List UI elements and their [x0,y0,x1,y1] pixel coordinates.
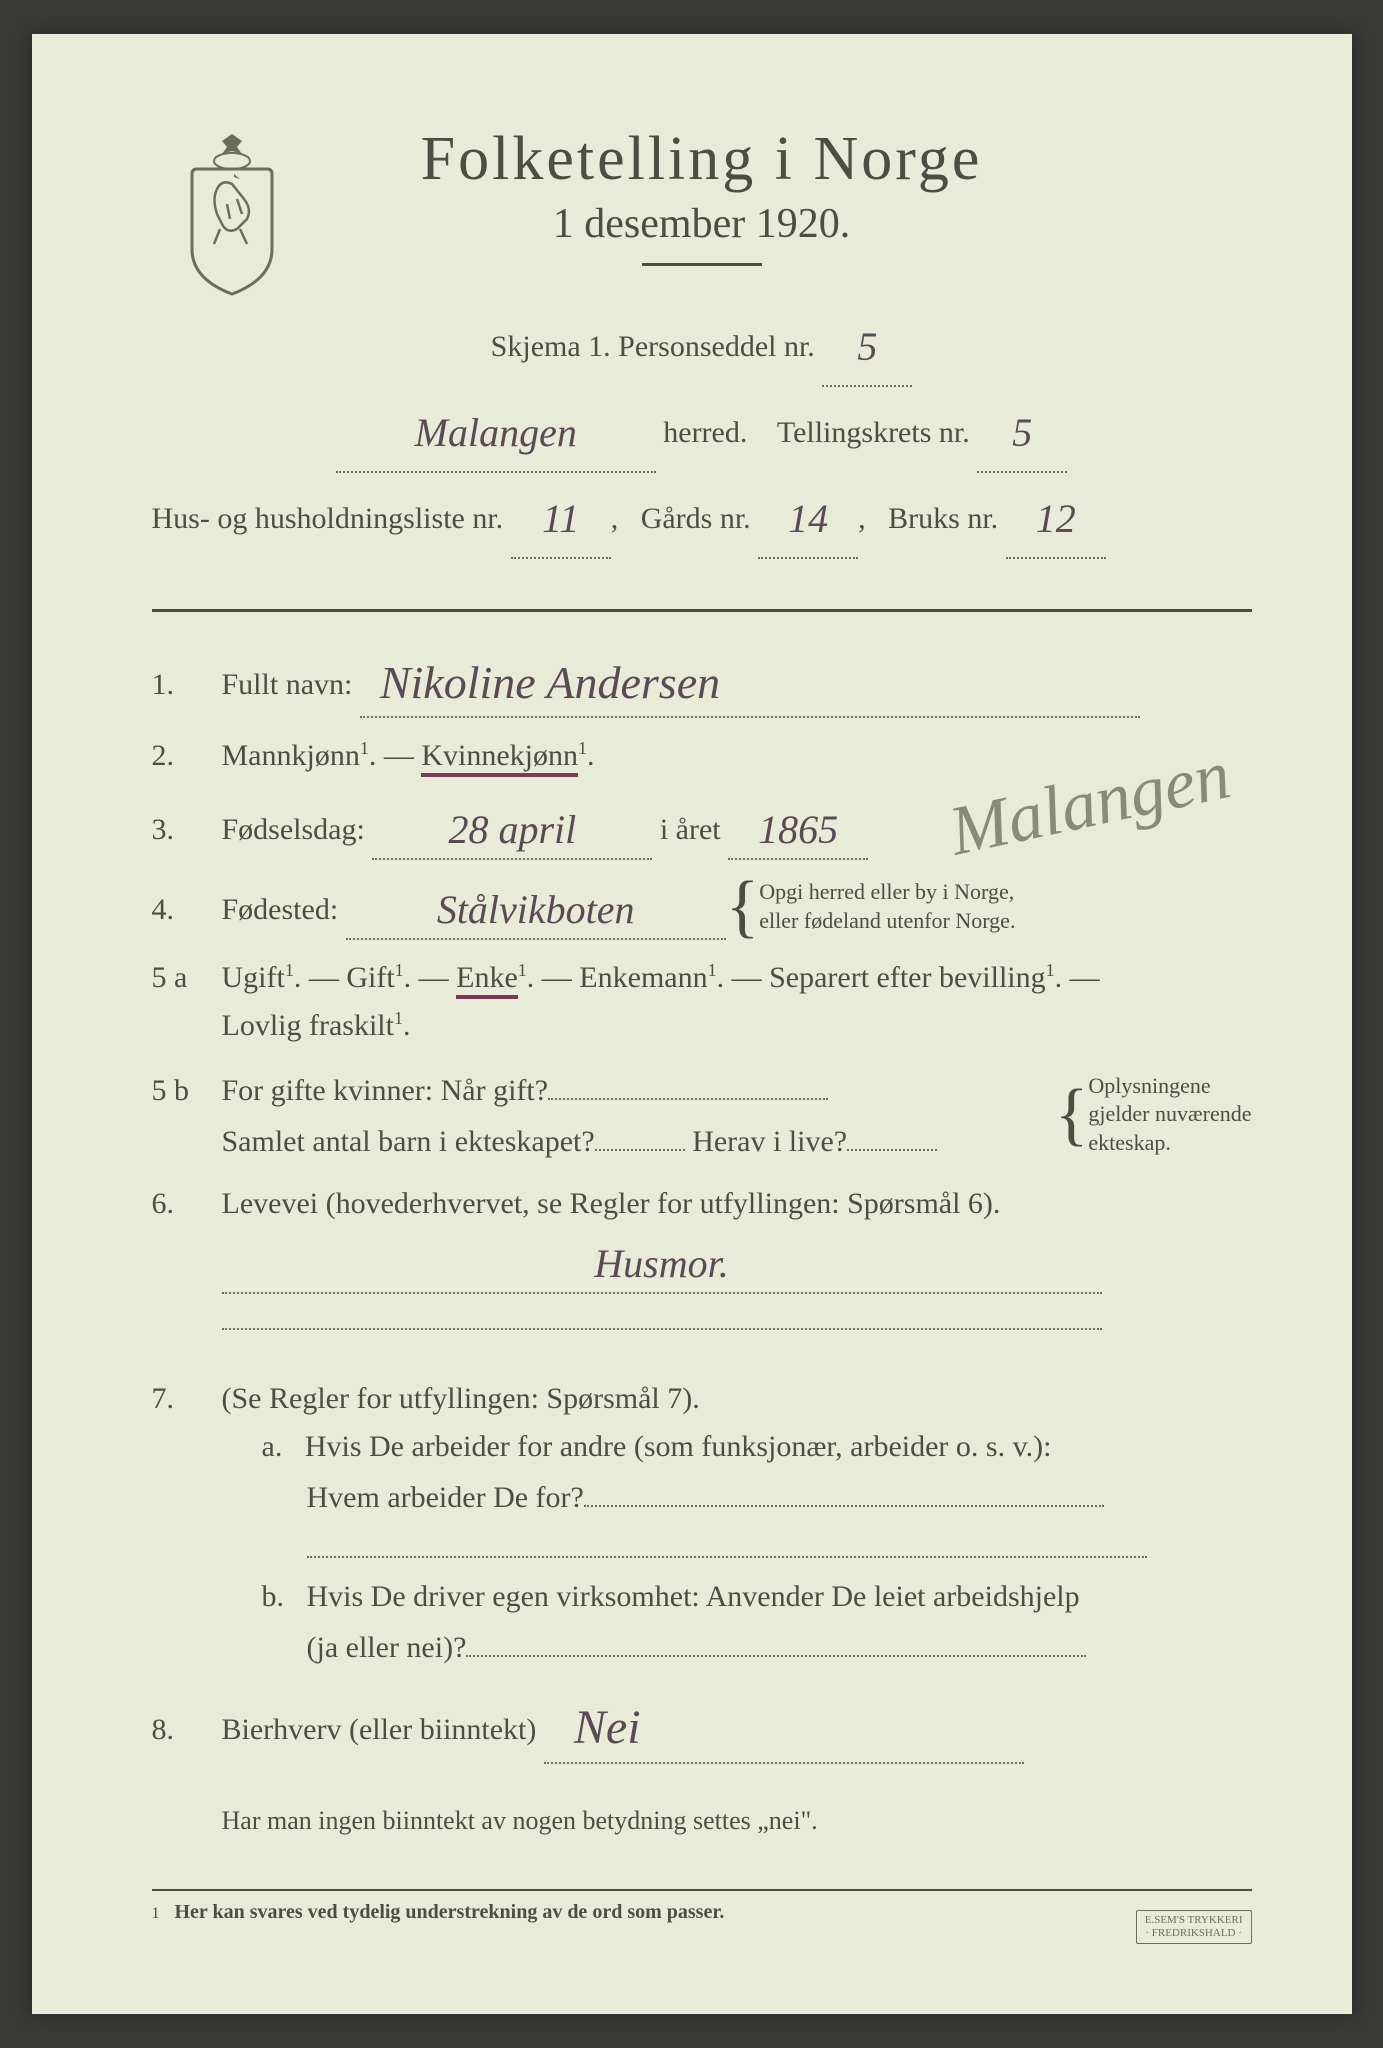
husliste-line: Hus- og husholdningsliste nr. 11, Gårds … [152,473,1252,559]
q3-num: 3. [152,806,222,854]
tellingskrets-label: Tellingskrets nr. [777,416,970,449]
bruks-label: Bruks nr. [888,502,998,535]
date-subtitle: 1 desember 1920. [152,200,1252,248]
question-8: 8. Bierhverv (eller biinntekt) Nei [152,1686,1252,1765]
q7-num: 7. [152,1375,222,1423]
husliste-label: Hus- og husholdningsliste nr. [152,502,504,535]
q2-num: 2. [152,732,222,780]
q8-label: Bierhverv (eller biinntekt) [222,1713,537,1746]
bottom-note: Har man ingen biinntekt av nogen betydni… [222,1794,1252,1849]
q7b-l1: Hvis De driver egen virksomhet: Anvender… [307,1580,1080,1613]
q7b-label: b. [262,1580,285,1613]
q5b-sidenote: Oplysningene gjelder nuværende ekteskap. [1088,1072,1251,1158]
crest-svg [172,129,292,299]
q1-value: Nikoline Andersen [380,657,720,708]
q7a-l2: Hvem arbeider De for? [307,1481,584,1514]
herred-line: Malangen herred. Tellingskrets nr. 5 [152,387,1252,473]
q5b-l2a: Samlet antal barn i ekteskapet? [222,1125,595,1158]
question-5b: 5 b For gifte kvinner: Når gift? Samlet … [152,1064,1252,1166]
herred-label: herred. [663,416,747,449]
brace-icon: { [1055,1097,1089,1132]
q2-kvinne-selected: Kvinnekjønn [421,739,578,777]
q5a-enkemann: Enkemann [579,961,707,994]
q4-label: Fødested: [222,893,339,926]
question-7: 7. (Se Regler for utfyllingen: Spørsmål … [152,1375,1252,1672]
footnote-text: Her kan svares ved tydelig understreknin… [175,1901,725,1923]
footnote-num: 1 [152,1905,160,1922]
q1-label: Fullt navn: [222,668,353,701]
gards-nr: 14 [788,496,828,541]
q5b-num: 5 b [152,1067,222,1115]
question-1: 1. Fullt navn: Nikoline Andersen [152,642,1252,718]
footnote: 1 Her kan svares ved tydelig understrekn… [152,1889,1252,1924]
q5a-enke-selected: Enke [456,961,518,999]
q4-sidenote: Opgi herred eller by i Norge, eller føde… [759,878,1015,935]
q3-year: 1865 [758,807,838,852]
skjema-line: Skjema 1. Personseddel nr. 5 [152,301,1252,387]
herred-value: Malangen [415,410,577,455]
bruks-nr: 12 [1036,496,1076,541]
coat-of-arms [172,129,292,299]
q8-num: 8. [152,1706,222,1754]
brace-icon: { [726,889,760,924]
question-4: 4. Fødested: Stålvikboten { Opgi herred … [152,874,1252,940]
q5b-l2b: Herav i live? [692,1125,847,1158]
q5a-num: 5 a [152,954,222,1002]
q5a-separert: Separert efter bevilling [769,961,1046,994]
q5a-gift: Gift [346,961,394,994]
personseddel-nr: 5 [857,324,877,369]
q2-mann: Mannkjønn [222,739,360,772]
q5a-ugift: Ugift [222,961,285,994]
q8-value: Nei [574,1701,641,1754]
title-rule [642,263,762,266]
q6-num: 6. [152,1180,222,1228]
q7b-l2: (ja eller nei)? [307,1631,467,1664]
q5b-l1: For gifte kvinner: Når gift? [222,1074,549,1107]
header: Folketelling i Norge 1 desember 1920. Sk… [152,124,1252,559]
q5a-fraskilt: Lovlig fraskilt [222,1009,394,1042]
q7a-label: a. [262,1430,283,1463]
q3-mid: i året [660,813,728,846]
q6-label: Levevei (hovederhvervet, se Regler for u… [222,1187,1001,1220]
divider-rule [152,609,1252,612]
q1-num: 1. [152,661,222,709]
q7a-l1: Hvis De arbeider for andre (som funksjon… [305,1430,1052,1463]
q4-num: 4. [152,886,222,934]
husliste-nr: 11 [542,496,579,541]
census-form-page: Folketelling i Norge 1 desember 1920. Sk… [32,34,1352,2014]
question-6: 6. Levevei (hovederhvervet, se Regler fo… [152,1180,1252,1345]
main-title: Folketelling i Norge [152,124,1252,195]
skjema-label: Skjema 1. Personseddel nr. [491,330,815,363]
q7-label: (Se Regler for utfyllingen: Spørsmål 7). [222,1382,700,1415]
q3-label: Fødselsdag: [222,813,365,846]
tellingskrets-nr: 5 [1012,410,1032,455]
printer-stamp: E.SEM'S TRYKKERI · FREDRIKSHALD · [1136,1910,1252,1944]
q6-value: Husmor. [594,1241,728,1286]
q3-daymonth: 28 april [448,807,576,852]
gards-label: Gårds nr. [641,502,751,535]
question-5a: 5 a Ugift1. — Gift1. — Enke1. — Enkemann… [152,954,1252,1050]
q4-value: Stålvikboten [437,887,635,932]
